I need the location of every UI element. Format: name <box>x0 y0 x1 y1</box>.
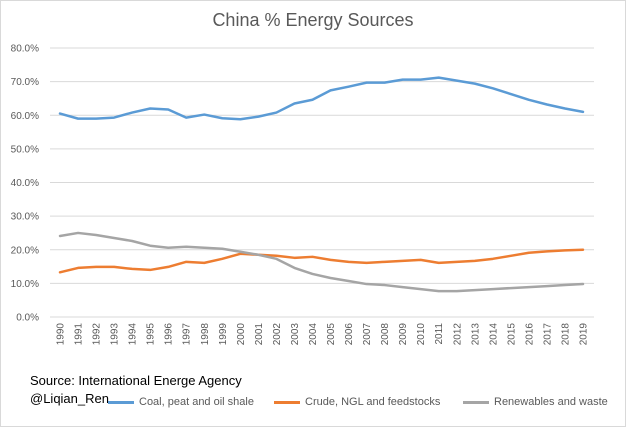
x-tick-label: 2007 <box>362 323 373 346</box>
x-tick-label: 1997 <box>182 323 193 346</box>
x-tick-label: 1996 <box>164 323 175 346</box>
x-tick-label: 2017 <box>542 323 553 346</box>
x-tick-label: 2015 <box>506 323 517 346</box>
x-tick-label: 1992 <box>92 323 103 346</box>
x-tick-label: 2001 <box>254 323 265 346</box>
x-tick-label: 2000 <box>236 323 247 346</box>
y-tick-label: 70.0% <box>11 77 39 88</box>
legend-item-renewables: Renewables and waste <box>463 396 608 408</box>
x-tick-label: 2014 <box>488 323 499 346</box>
legend-swatch <box>274 400 300 404</box>
x-tick-label: 2011 <box>434 323 445 345</box>
legend-label: Renewables and waste <box>494 396 608 408</box>
y-tick-label: 60.0% <box>11 111 39 122</box>
x-tick-label: 1999 <box>218 323 229 346</box>
x-tick-label: 1990 <box>56 323 67 346</box>
x-tick-label: 2012 <box>452 323 463 346</box>
legend-swatch <box>108 400 134 404</box>
author-annotation: @Liqian_Ren <box>30 391 109 406</box>
x-tick-label: 2005 <box>326 323 337 346</box>
legend-item-crude: Crude, NGL and feedstocks <box>274 396 440 408</box>
y-tick-label: 40.0% <box>11 178 39 189</box>
x-tick-label: 2016 <box>524 323 535 346</box>
legend-label: Crude, NGL and feedstocks <box>305 396 441 408</box>
legend-item-coal: Coal, peat and oil shale <box>108 396 254 408</box>
x-tick-label: 2008 <box>380 323 391 346</box>
legend-label: Coal, peat and oil shale <box>139 396 254 408</box>
y-tick-label: 0.0% <box>16 313 39 324</box>
x-tick-label: 2013 <box>470 323 481 346</box>
legend-swatch <box>463 400 489 404</box>
series-line-coal <box>58 76 585 121</box>
y-tick-label: 20.0% <box>11 245 39 256</box>
x-tick-label: 1994 <box>128 323 139 346</box>
series-line-renewables <box>58 231 585 293</box>
x-tick-label: 1995 <box>146 323 157 346</box>
x-tick-label: 2006 <box>344 323 355 346</box>
x-tick-label: 2004 <box>308 323 319 346</box>
x-tick-label: 2009 <box>398 323 409 346</box>
x-tick-label: 2002 <box>272 323 283 346</box>
y-tick-label: 10.0% <box>11 279 39 290</box>
x-tick-label: 2010 <box>416 323 427 346</box>
x-tick-label: 2018 <box>560 323 571 346</box>
series-line-crude <box>58 248 585 274</box>
y-tick-label: 50.0% <box>11 144 39 155</box>
y-tick-label: 30.0% <box>11 212 39 223</box>
x-tick-label: 1993 <box>110 323 121 346</box>
x-tick-label: 2019 <box>579 323 590 346</box>
chart-title: China % Energy Sources <box>212 10 414 30</box>
source-annotation: Source: International Energe Agency <box>30 373 242 388</box>
x-tick-label: 1991 <box>74 323 85 346</box>
x-tick-label: 1998 <box>200 323 211 346</box>
x-tick-label: 2003 <box>290 323 301 346</box>
y-tick-label: 80.0% <box>11 44 39 55</box>
